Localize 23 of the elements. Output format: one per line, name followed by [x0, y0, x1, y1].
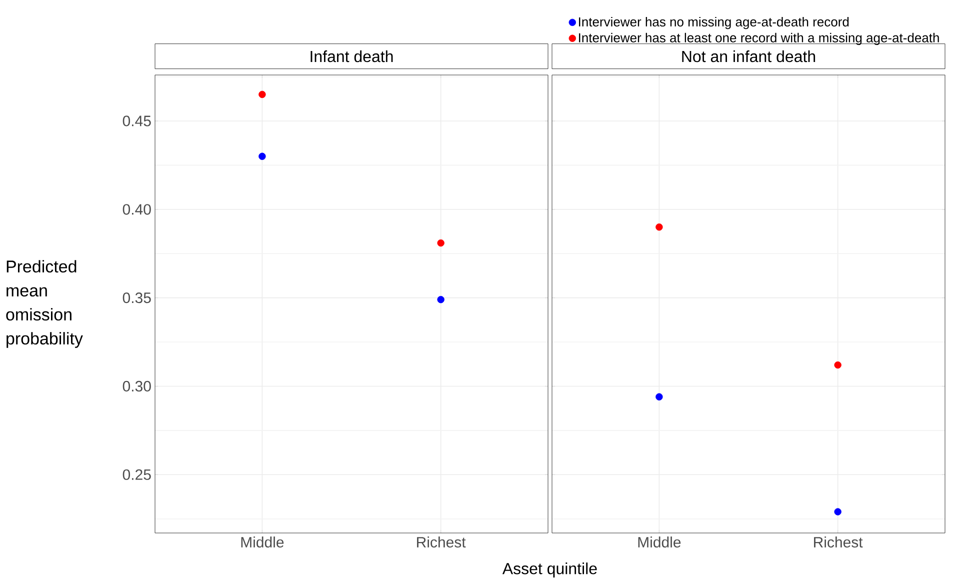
point [437, 296, 444, 304]
x-tick-label: Richest [417, 536, 466, 548]
point [258, 90, 266, 98]
chart-title: Not an infant death [682, 50, 816, 62]
x-tick-label: Middle [241, 536, 284, 548]
y-tick-label: 0.25 [122, 469, 151, 480]
point [437, 239, 444, 247]
legend-label: Interviewer has at least one record with a missing age-at-death [578, 32, 939, 46]
point [834, 508, 842, 516]
y-tick-label: 0.35 [122, 292, 151, 304]
point [258, 152, 266, 160]
point [834, 362, 842, 369]
x-tick-label: Richest [814, 536, 863, 548]
y-axis-title: Predicted mean omission probability [6, 260, 83, 348]
x-axis-title: Asset quintile [502, 562, 597, 578]
y-tick-label: 0.45 [122, 116, 151, 126]
y-tick-label: 0.40 [122, 204, 151, 215]
y-tick-label: 0.30 [122, 381, 151, 392]
point [656, 224, 663, 231]
x-tick-label: Middle [638, 536, 681, 548]
legend-label: Interviewer has no missing age-at-death record [578, 17, 849, 30]
point [656, 393, 663, 401]
chart-title: Infant death [310, 50, 393, 62]
